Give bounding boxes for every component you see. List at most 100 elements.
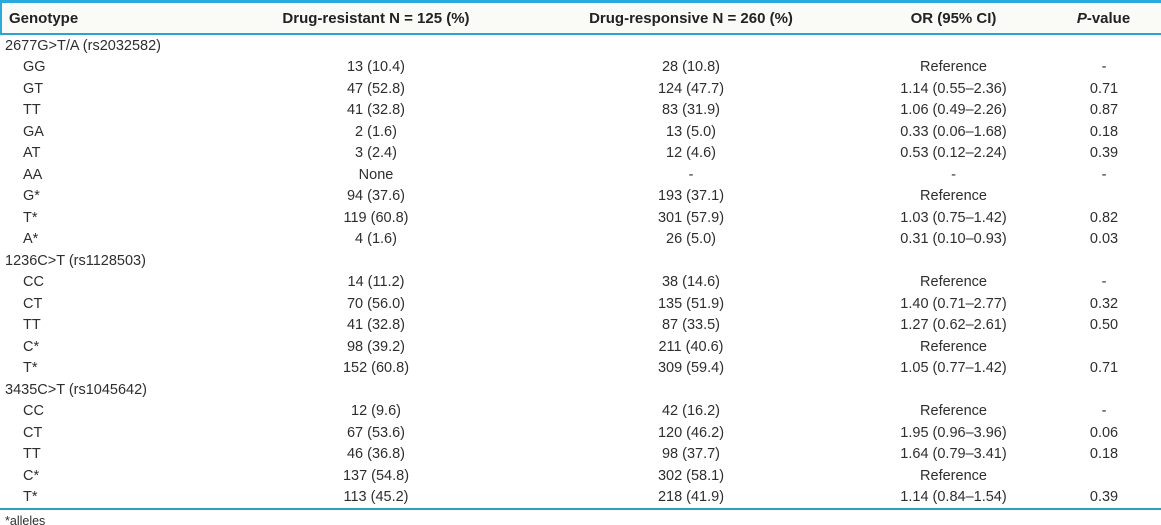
genotype-cell: T*	[23, 209, 38, 226]
pvalue-cell: 0.39	[1089, 145, 1119, 161]
pvalue-cell: 0.82	[1089, 209, 1119, 226]
responsive-cell: 38 (14.6)	[661, 274, 721, 290]
table-bottom-rule	[0, 508, 1161, 510]
pvalue-cell: -	[1101, 274, 1107, 290]
or-cell: 1.95 (0.96–3.96)	[900, 424, 1007, 441]
or-cell: Reference	[920, 338, 987, 355]
section-row: 1236C>T (rs1128503)	[1, 250, 1161, 272]
table-row: C* 137 (54.8) 302 (58.1) Reference	[1, 465, 1161, 487]
table-row: GG 13 (10.4) 28 (10.8) Reference -	[1, 57, 1161, 79]
resistant-cell	[231, 379, 521, 401]
genotype-cell: C*	[23, 338, 40, 355]
col-header-or-ci: OR (95% CI)	[861, 0, 1046, 35]
or-cell: Reference	[920, 403, 987, 419]
or-cell: 1.06 (0.49–2.26)	[900, 102, 1007, 118]
resistant-cell: 41 (32.8)	[346, 317, 406, 333]
header-row: Genotype Drug-resistant N = 125 (%) Drug…	[0, 0, 1161, 35]
pvalue-cell: 0.18	[1089, 123, 1119, 140]
table-row: CC 14 (11.2) 38 (14.6) Reference -	[1, 272, 1161, 294]
or-cell: 0.31 (0.10–0.93)	[900, 231, 1007, 247]
responsive-cell	[521, 379, 861, 401]
or-cell: 1.05 (0.77–1.42)	[900, 360, 1007, 376]
or-cell: Reference	[920, 59, 987, 75]
resistant-cell: 13 (10.4)	[346, 59, 406, 75]
genotype-cell: GT	[23, 80, 44, 97]
genotype-cell: TT	[23, 102, 41, 118]
or-cell: 1.27 (0.62–2.61)	[900, 317, 1007, 333]
table-header: Genotype Drug-resistant N = 125 (%) Drug…	[0, 0, 1161, 35]
pvalue-cell: 0.50	[1089, 317, 1119, 333]
or-cell: Reference	[920, 467, 987, 484]
resistant-cell: 47 (52.8)	[346, 80, 406, 97]
table-row: C* 98 (39.2) 211 (40.6) Reference	[1, 336, 1161, 358]
responsive-cell: 135 (51.9)	[657, 295, 725, 312]
table-row: A* 4 (1.6) 26 (5.0) 0.31 (0.10–0.93) 0.0…	[1, 229, 1161, 251]
table-row: CT 70 (56.0) 135 (51.9) 1.40 (0.71–2.77)…	[1, 293, 1161, 315]
table-row: T* 152 (60.8) 309 (59.4) 1.05 (0.77–1.42…	[1, 358, 1161, 380]
responsive-cell	[521, 250, 861, 272]
responsive-cell: 302 (58.1)	[657, 467, 725, 484]
genotype-cell: CC	[23, 403, 44, 419]
pvalue-cell: 0.06	[1089, 424, 1119, 441]
pvalue-cell: 0.39	[1089, 489, 1119, 505]
or-cell: 0.33 (0.06–1.68)	[900, 123, 1007, 140]
resistant-cell: None	[358, 166, 394, 183]
or-cell: 1.64 (0.79–3.41)	[900, 446, 1007, 462]
or-cell	[861, 379, 1046, 401]
responsive-cell: 120 (46.2)	[657, 424, 725, 441]
resistant-cell: 41 (32.8)	[346, 102, 406, 118]
col-header-drug-responsive: Drug-responsive N = 260 (%)	[521, 0, 861, 35]
resistant-cell: 98 (39.2)	[346, 338, 406, 355]
resistant-cell: 12 (9.6)	[351, 403, 401, 419]
col-header-p-value: P-value	[1046, 0, 1161, 35]
genotype-cell: A*	[23, 231, 39, 247]
or-cell	[861, 250, 1046, 272]
pvalue-cell	[1046, 34, 1161, 57]
responsive-cell: 12 (4.6)	[666, 145, 716, 161]
resistant-cell: 67 (53.6)	[346, 424, 406, 441]
responsive-cell: 42 (16.2)	[661, 403, 721, 419]
or-cell: -	[951, 166, 956, 183]
table-row: G* 94 (37.6) 193 (37.1) Reference	[1, 186, 1161, 208]
genotype-cell: CT	[23, 295, 43, 312]
pvalue-cell: -	[1101, 166, 1107, 183]
pvalue-cell: 0.18	[1089, 446, 1119, 462]
genotype-cell: CC	[23, 274, 44, 290]
col-header-drug-resistant: Drug-resistant N = 125 (%)	[231, 0, 521, 35]
pvalue-cell: -	[1101, 403, 1107, 419]
responsive-cell: 98 (37.7)	[661, 446, 721, 462]
genotype-association-table: Genotype Drug-resistant N = 125 (%) Drug…	[0, 0, 1161, 509]
pvalue-cell	[1046, 465, 1161, 487]
resistant-cell: 14 (11.2)	[347, 274, 405, 290]
or-cell: Reference	[920, 188, 987, 204]
pvalue-cell	[1046, 379, 1161, 401]
responsive-cell: 26 (5.0)	[666, 231, 716, 247]
genotype-cell: TT	[23, 317, 41, 333]
or-cell: 1.14 (0.55–2.36)	[900, 80, 1007, 97]
table-row: TT 46 (36.8) 98 (37.7) 1.64 (0.79–3.41) …	[1, 444, 1161, 466]
responsive-cell: 193 (37.1)	[657, 188, 725, 204]
resistant-cell: 46 (36.8)	[346, 446, 406, 462]
responsive-cell	[521, 34, 861, 57]
responsive-cell: 83 (31.9)	[661, 102, 721, 118]
section-row: 2677G>T/A (rs2032582)	[1, 34, 1161, 57]
responsive-cell: 309 (59.4)	[657, 360, 725, 376]
resistant-cell: 2 (1.6)	[355, 123, 397, 140]
pvalue-cell: 0.87	[1089, 102, 1119, 118]
table-row: T* 113 (45.2) 218 (41.9) 1.14 (0.84–1.54…	[1, 487, 1161, 509]
resistant-cell: 94 (37.6)	[346, 188, 406, 204]
resistant-cell	[231, 34, 521, 57]
or-cell: 1.14 (0.84–1.54)	[900, 489, 1007, 505]
genotype-cell: 3435C>T (rs1045642)	[5, 381, 148, 398]
resistant-cell: 3 (2.4)	[355, 145, 397, 161]
genotype-cell: G*	[23, 188, 40, 204]
or-cell: 0.53 (0.12–2.24)	[900, 145, 1007, 161]
or-cell: Reference	[920, 274, 987, 290]
genotype-cell: T*	[23, 489, 38, 505]
responsive-cell: -	[688, 166, 694, 183]
table-row: CT 67 (53.6) 120 (46.2) 1.95 (0.96–3.96)…	[1, 422, 1161, 444]
pvalue-cell: 0.32	[1089, 295, 1119, 312]
table-footnote: *alleles	[5, 514, 46, 525]
genotype-cell: TT	[23, 446, 41, 462]
responsive-cell: 87 (33.5)	[661, 317, 721, 333]
